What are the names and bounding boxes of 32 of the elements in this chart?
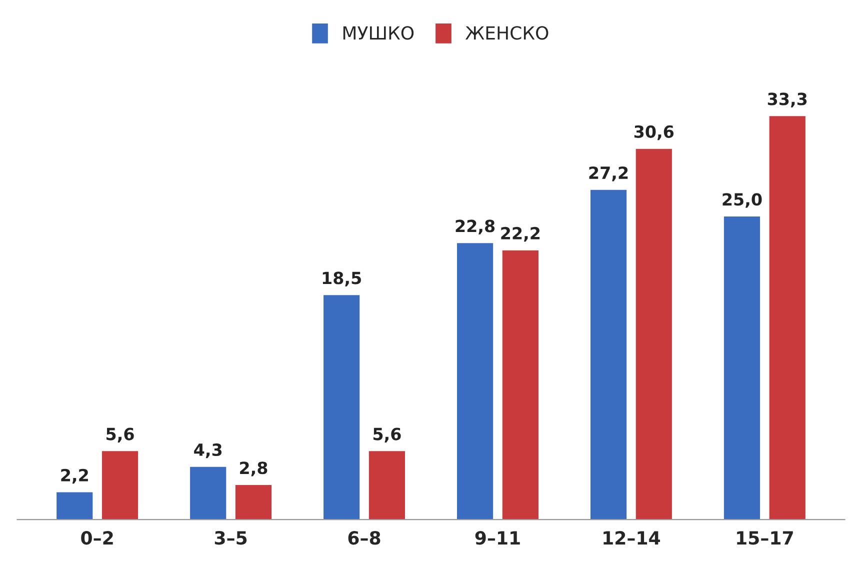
data-label: 27,2 [589,166,628,182]
bar [636,148,672,520]
data-label: 22,2 [501,226,540,242]
data-label: 18,5 [322,272,361,286]
x-tick-label: 12–14 [604,531,660,544]
x-tick-label: 6–8 [348,531,380,545]
bar [769,116,806,520]
bar [368,451,405,520]
data-label: 2,2 [61,468,88,484]
data-label: 4,3 [194,443,222,458]
data-label: 33,3 [768,92,807,108]
bar [235,485,272,520]
data-label: 25,0 [722,193,762,208]
data-label: 30,6 [634,125,674,140]
bar [502,250,538,520]
bar [56,492,93,520]
x-tick-label: 3–5 [214,531,247,545]
data-label: 22,8 [456,220,495,234]
bar [324,295,360,520]
x-tick-label: 15–17 [737,531,793,545]
x-tick-label: 9–11 [475,531,520,545]
data-label: 5,6 [106,428,134,442]
data-label: 5,6 [373,428,401,442]
bar [190,466,226,520]
bar [724,216,760,520]
legend-label: ЖЕНСКО [465,26,548,40]
x-tick-label: 0–2 [81,531,113,545]
bar [102,451,138,520]
bar [457,243,494,520]
bar [590,190,627,520]
data-label: 2,8 [240,462,268,476]
legend-label: МУШКО [343,26,414,40]
